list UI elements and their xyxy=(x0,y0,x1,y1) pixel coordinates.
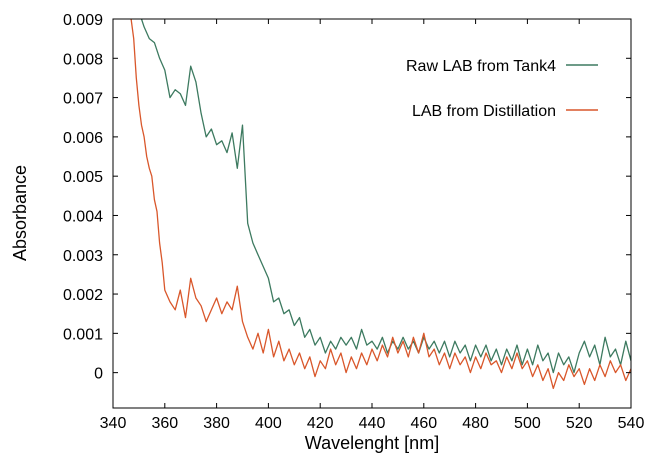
x-tick-label: 400 xyxy=(255,415,282,432)
y-tick-label: 0.004 xyxy=(63,208,103,225)
series-layer xyxy=(130,19,631,390)
x-tick-label: 440 xyxy=(359,415,386,432)
legend: Raw LAB from Tank4 LAB from Distillation xyxy=(406,58,598,120)
y-tick-label: 0.006 xyxy=(63,130,103,147)
x-tick-label: 460 xyxy=(410,415,437,432)
x-tick-label: 380 xyxy=(203,415,230,432)
x-tick-label: 420 xyxy=(307,415,334,432)
y-axis-title: Absorbance xyxy=(10,165,30,261)
x-tick-label: 360 xyxy=(151,415,178,432)
legend-label-2: LAB from Distillation xyxy=(412,103,556,120)
x-tick-label: 520 xyxy=(566,415,593,432)
series-line-1 xyxy=(140,19,631,374)
x-axis: 340 360 380 400 420 440 460 480 500 520 540 xyxy=(100,19,645,432)
y-tick-label: 0 xyxy=(94,366,103,383)
x-tick-label: 500 xyxy=(514,415,541,432)
x-tick-label: 480 xyxy=(462,415,489,432)
series-line-2 xyxy=(130,19,631,390)
y-tick-label: 0.001 xyxy=(63,326,103,343)
y-axis: 0 0.001 0.002 0.003 0.004 0.005 0.006 0.007 0.00… xyxy=(63,12,631,383)
y-tick-label: 0.007 xyxy=(63,91,103,108)
y-tick-label: 0.009 xyxy=(63,12,103,29)
legend-label-1: Raw LAB from Tank4 xyxy=(406,58,556,75)
y-tick-label: 0.008 xyxy=(63,51,103,68)
x-tick-label: 340 xyxy=(100,415,127,432)
y-tick-label: 0.002 xyxy=(63,287,103,304)
x-tick-label: 540 xyxy=(618,415,645,432)
x-axis-title: Wavelenght [nm] xyxy=(305,433,439,453)
y-tick-label: 0.005 xyxy=(63,169,103,186)
y-tick-label: 0.003 xyxy=(63,248,103,265)
